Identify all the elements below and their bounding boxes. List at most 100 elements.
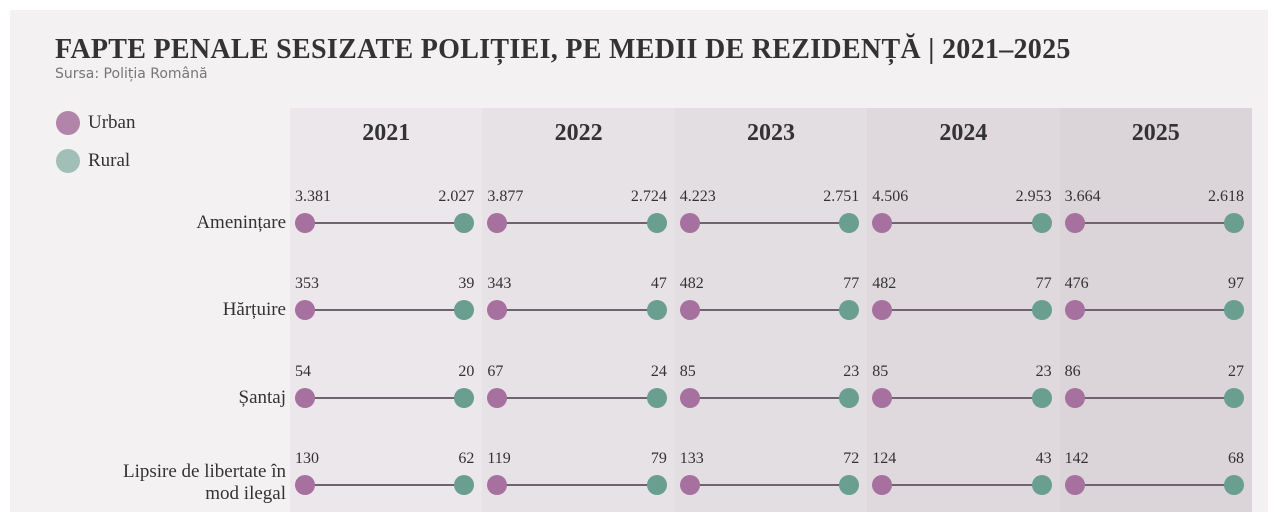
chart: FAPTE PENALE SESIZATE POLIȚIEI, PE MEDII… bbox=[10, 10, 1268, 512]
value-label: 47 bbox=[650, 275, 667, 292]
chart-subtitle: Sursa: Poliția Română bbox=[55, 66, 208, 82]
value-label: 77 bbox=[843, 275, 860, 292]
value-label: 482 bbox=[872, 275, 897, 292]
dot bbox=[295, 388, 315, 408]
value-label: 2.724 bbox=[630, 188, 667, 205]
value-label: 68 bbox=[1228, 450, 1244, 467]
connector-line bbox=[305, 222, 465, 224]
dot bbox=[487, 300, 508, 320]
dot bbox=[1031, 388, 1052, 408]
value-label: 133 bbox=[679, 450, 704, 467]
dot bbox=[454, 475, 475, 495]
dot bbox=[454, 300, 475, 320]
dot bbox=[839, 475, 860, 495]
dot bbox=[1224, 388, 1244, 408]
value-label: 3.877 bbox=[487, 188, 524, 205]
value-label: 79 bbox=[650, 450, 667, 467]
value-label: 20 bbox=[458, 363, 475, 380]
connector-line bbox=[689, 397, 850, 399]
dot bbox=[487, 475, 508, 495]
value-label: 2.953 bbox=[1015, 188, 1052, 205]
connector-line bbox=[882, 484, 1042, 486]
dot bbox=[1064, 300, 1085, 320]
dot bbox=[295, 213, 315, 233]
value-label: 62 bbox=[458, 450, 475, 467]
category-label: Amenințare bbox=[196, 212, 286, 233]
value-label: 85 bbox=[679, 363, 696, 380]
dot bbox=[295, 300, 315, 320]
value-label: 43 bbox=[1035, 450, 1052, 467]
dot bbox=[839, 300, 860, 320]
connector-line bbox=[882, 397, 1042, 399]
dot bbox=[872, 300, 893, 320]
dot bbox=[1224, 475, 1244, 495]
dot bbox=[646, 475, 667, 495]
value-label: 85 bbox=[872, 363, 889, 380]
category-label: Hărțuire bbox=[222, 299, 286, 320]
dot bbox=[679, 213, 700, 233]
value-label: 4.223 bbox=[679, 188, 716, 205]
connector-line bbox=[305, 397, 465, 399]
value-label: 86 bbox=[1064, 363, 1081, 380]
panel-header: 2021 bbox=[362, 120, 411, 146]
dot bbox=[872, 213, 893, 233]
chart-title: FAPTE PENALE SESIZATE POLIȚIEI, PE MEDII… bbox=[55, 34, 1071, 65]
dot bbox=[1031, 300, 1052, 320]
dot bbox=[839, 213, 860, 233]
connector-line bbox=[1074, 222, 1234, 224]
value-label: 124 bbox=[872, 450, 897, 467]
connector-line bbox=[1074, 484, 1234, 486]
dot bbox=[1064, 213, 1085, 233]
dot bbox=[487, 388, 508, 408]
dot bbox=[679, 475, 700, 495]
connector-line bbox=[497, 397, 657, 399]
dot bbox=[1031, 475, 1052, 495]
legend-swatch bbox=[56, 111, 80, 135]
value-label: 72 bbox=[843, 450, 860, 467]
dot bbox=[1064, 388, 1085, 408]
panel-header: 2025 bbox=[1131, 120, 1180, 146]
value-label: 4.506 bbox=[872, 188, 909, 205]
panel-header: 2023 bbox=[746, 120, 795, 146]
value-label: 353 bbox=[295, 275, 319, 292]
connector-line bbox=[882, 309, 1042, 311]
legend-label: Urban bbox=[88, 112, 136, 133]
dot bbox=[487, 213, 508, 233]
dot bbox=[872, 475, 893, 495]
value-label: 67 bbox=[487, 363, 504, 380]
value-label: 97 bbox=[1228, 275, 1244, 292]
panel-header: 2022 bbox=[554, 120, 603, 146]
category-label: Lipsire de libertate în mod ilegal bbox=[122, 461, 286, 504]
dot bbox=[454, 388, 475, 408]
value-label: 77 bbox=[1035, 275, 1052, 292]
dot bbox=[872, 388, 893, 408]
value-label: 23 bbox=[843, 363, 860, 380]
value-label: 24 bbox=[650, 363, 667, 380]
dot bbox=[839, 388, 860, 408]
value-label: 2.618 bbox=[1208, 188, 1244, 205]
connector-line bbox=[689, 222, 850, 224]
dot bbox=[295, 475, 315, 495]
dot bbox=[646, 213, 667, 233]
value-label: 23 bbox=[1035, 363, 1052, 380]
connector-line bbox=[1074, 397, 1234, 399]
value-label: 130 bbox=[295, 450, 319, 467]
value-label: 343 bbox=[487, 275, 512, 292]
connector-line bbox=[305, 309, 465, 311]
dot bbox=[679, 388, 700, 408]
value-label: 476 bbox=[1064, 275, 1089, 292]
legend-label: Rural bbox=[88, 150, 131, 171]
value-label: 39 bbox=[458, 275, 475, 292]
legend-swatch bbox=[56, 149, 80, 173]
value-label: 2.751 bbox=[823, 188, 860, 205]
value-label: 2.027 bbox=[438, 188, 475, 205]
connector-line bbox=[305, 484, 465, 486]
dot bbox=[454, 213, 475, 233]
value-label: 3.664 bbox=[1064, 188, 1101, 205]
dot bbox=[646, 300, 667, 320]
connector-line bbox=[497, 222, 657, 224]
value-label: 3.381 bbox=[295, 188, 331, 205]
connector-line bbox=[689, 484, 850, 486]
connector-line bbox=[497, 309, 657, 311]
dot bbox=[679, 300, 700, 320]
